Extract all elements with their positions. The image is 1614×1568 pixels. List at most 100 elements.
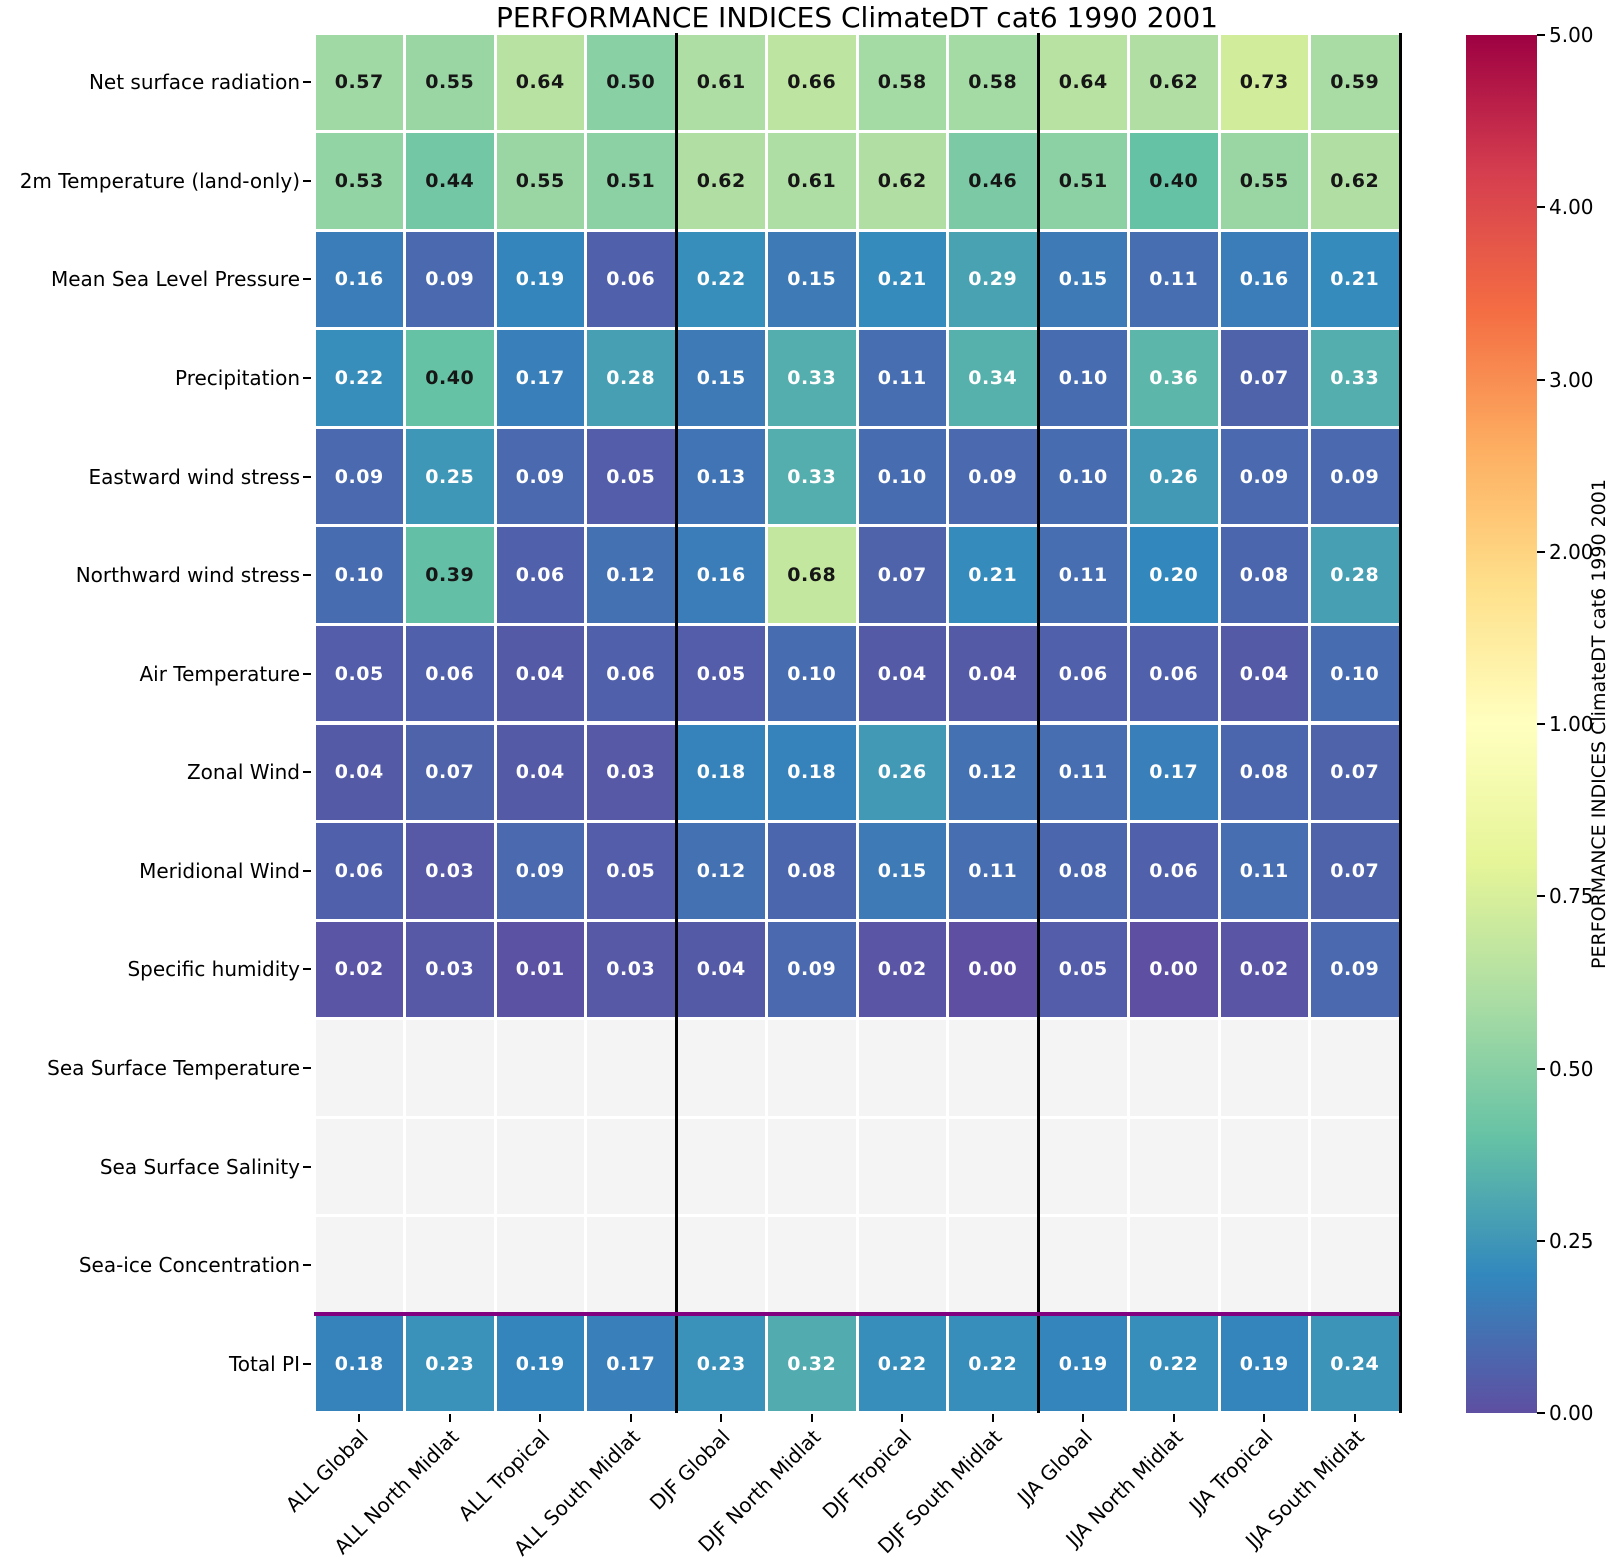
heatmap-cell: 0.06 <box>1039 625 1127 722</box>
heatmap-cell: 0.40 <box>1130 133 1218 229</box>
heatmap-cell: 0.09 <box>315 428 403 525</box>
heatmap-cell: 0.61 <box>768 133 856 229</box>
heatmap-cell: 0.10 <box>858 428 946 525</box>
heatmap-cell: 0.25 <box>406 428 494 525</box>
heatmap-cell: 0.09 <box>496 428 584 525</box>
x-tick <box>1263 1414 1266 1422</box>
heatmap-cell: 0.62 <box>858 133 946 229</box>
row-label: Total PI <box>228 1351 300 1376</box>
heatmap-cell: 0.15 <box>858 823 946 919</box>
heatmap-cell: 0.04 <box>496 724 584 821</box>
x-tick <box>901 1414 904 1422</box>
heatmap-cell: 0.13 <box>677 428 765 525</box>
x-tick <box>720 1414 723 1422</box>
heatmap-cell: 0.05 <box>315 625 403 722</box>
heatmap-cell <box>587 1217 675 1313</box>
heatmap-cell: 0.51 <box>1039 133 1127 229</box>
heatmap-cell: 0.26 <box>858 724 946 821</box>
heatmap-cell <box>587 1118 675 1215</box>
heatmap-cell: 0.02 <box>858 921 946 1018</box>
heatmap-cell: 0.18 <box>315 1315 403 1412</box>
heatmap-cell: 0.34 <box>949 330 1037 426</box>
heatmap-cell: 0.18 <box>677 724 765 821</box>
heatmap-cell: 0.04 <box>496 625 584 722</box>
y-tick <box>303 1067 311 1069</box>
x-tick <box>810 1414 813 1422</box>
heatmap-cell <box>858 1217 946 1313</box>
heatmap-cell: 0.03 <box>406 823 494 919</box>
heatmap-cell <box>587 1020 675 1116</box>
heatmap-cell: 0.12 <box>677 823 765 919</box>
column-label: DJF Global <box>645 1424 735 1515</box>
heatmap-cell: 0.11 <box>1130 231 1218 328</box>
heatmap-cell <box>677 1020 765 1116</box>
heatmap-cell: 0.08 <box>1220 527 1308 623</box>
heatmap-cell: 0.61 <box>677 34 765 131</box>
heatmap-cell: 0.20 <box>1130 527 1218 623</box>
x-tick <box>448 1414 451 1422</box>
heatmap-cell <box>949 1020 1037 1116</box>
heatmap-cell <box>496 1020 584 1116</box>
heatmap-cell <box>858 1020 946 1116</box>
season-group-separator <box>674 33 678 1413</box>
heatmap-cell: 0.58 <box>949 34 1037 131</box>
row-label: Precipitation <box>174 366 300 390</box>
heatmap-cell: 0.21 <box>1311 231 1399 328</box>
heatmap-cell: 0.01 <box>496 921 584 1018</box>
heatmap-cell: 0.04 <box>1220 625 1308 722</box>
row-label: Sea Surface Salinity <box>99 1154 300 1179</box>
y-tick <box>303 869 311 872</box>
heatmap-cell: 0.15 <box>768 231 856 328</box>
heatmap-cell: 0.19 <box>496 1315 584 1412</box>
heatmap-cell: 0.55 <box>406 34 494 131</box>
heatmap-cell: 0.07 <box>406 724 494 821</box>
heatmap-cell: 0.58 <box>858 34 946 131</box>
heatmap-cell: 0.17 <box>587 1315 675 1412</box>
colorbar-tick <box>1537 34 1545 36</box>
colorbar-tick-label: 4.00 <box>1549 195 1594 220</box>
heatmap-cell <box>1220 1118 1308 1215</box>
heatmap-cell: 0.23 <box>677 1315 765 1412</box>
colorbar-tick <box>1537 550 1545 553</box>
row-label: Meridional Wind <box>139 858 300 883</box>
heatmap-cell <box>1039 1217 1127 1313</box>
heatmap-cell: 0.26 <box>1130 428 1218 525</box>
y-tick <box>303 377 311 379</box>
heatmap-cell: 0.51 <box>587 133 675 229</box>
heatmap-cell <box>768 1118 856 1215</box>
row-label: Net surface radiation <box>88 70 300 95</box>
heatmap-cell: 0.19 <box>1039 1315 1127 1412</box>
colorbar-tick-label: 3.00 <box>1549 367 1594 392</box>
heatmap-cell: 0.16 <box>315 231 403 328</box>
heatmap-cell <box>315 1217 403 1313</box>
x-tick <box>539 1414 542 1422</box>
heatmap-cell: 0.09 <box>768 921 856 1018</box>
colorbar-tick-label: 5.00 <box>1549 23 1594 47</box>
chart-title: PERFORMANCE INDICES ClimateDT cat6 1990 … <box>496 1 1218 34</box>
y-tick <box>303 771 311 774</box>
heatmap-cell: 0.07 <box>1311 823 1399 919</box>
heatmap-cell: 0.28 <box>1311 527 1399 623</box>
heatmap-cell: 0.06 <box>406 625 494 722</box>
heatmap-cell <box>1039 1020 1127 1116</box>
colorbar-tick-label: 0.75 <box>1549 884 1594 909</box>
row-label: Zonal Wind <box>186 760 300 785</box>
heatmap-cell <box>406 1118 494 1215</box>
heatmap-cell: 0.64 <box>496 34 584 131</box>
colorbar-tick <box>1537 1239 1545 1242</box>
heatmap-cell: 0.22 <box>1130 1315 1218 1412</box>
heatmap-cell: 0.06 <box>496 527 584 623</box>
heatmap-cell: 0.15 <box>1039 231 1127 328</box>
colorbar-tick-label: 0.50 <box>1549 1056 1594 1081</box>
heatmap-cell: 0.06 <box>1130 823 1218 919</box>
heatmap-cell: 0.07 <box>858 527 946 623</box>
heatmap-cell: 0.04 <box>858 625 946 722</box>
heatmap-cell: 0.33 <box>1311 330 1399 426</box>
x-tick <box>991 1414 994 1422</box>
heatmap-cell: 0.11 <box>949 823 1037 919</box>
heatmap-cell: 0.22 <box>315 330 403 426</box>
row-label: Air Temperature <box>139 661 300 686</box>
heatmap-cell <box>496 1217 584 1313</box>
y-tick <box>303 1362 311 1365</box>
